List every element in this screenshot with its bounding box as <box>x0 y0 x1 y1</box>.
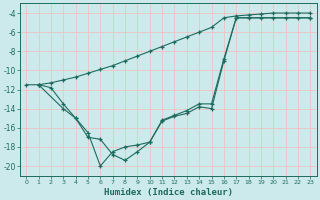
X-axis label: Humidex (Indice chaleur): Humidex (Indice chaleur) <box>104 188 233 197</box>
